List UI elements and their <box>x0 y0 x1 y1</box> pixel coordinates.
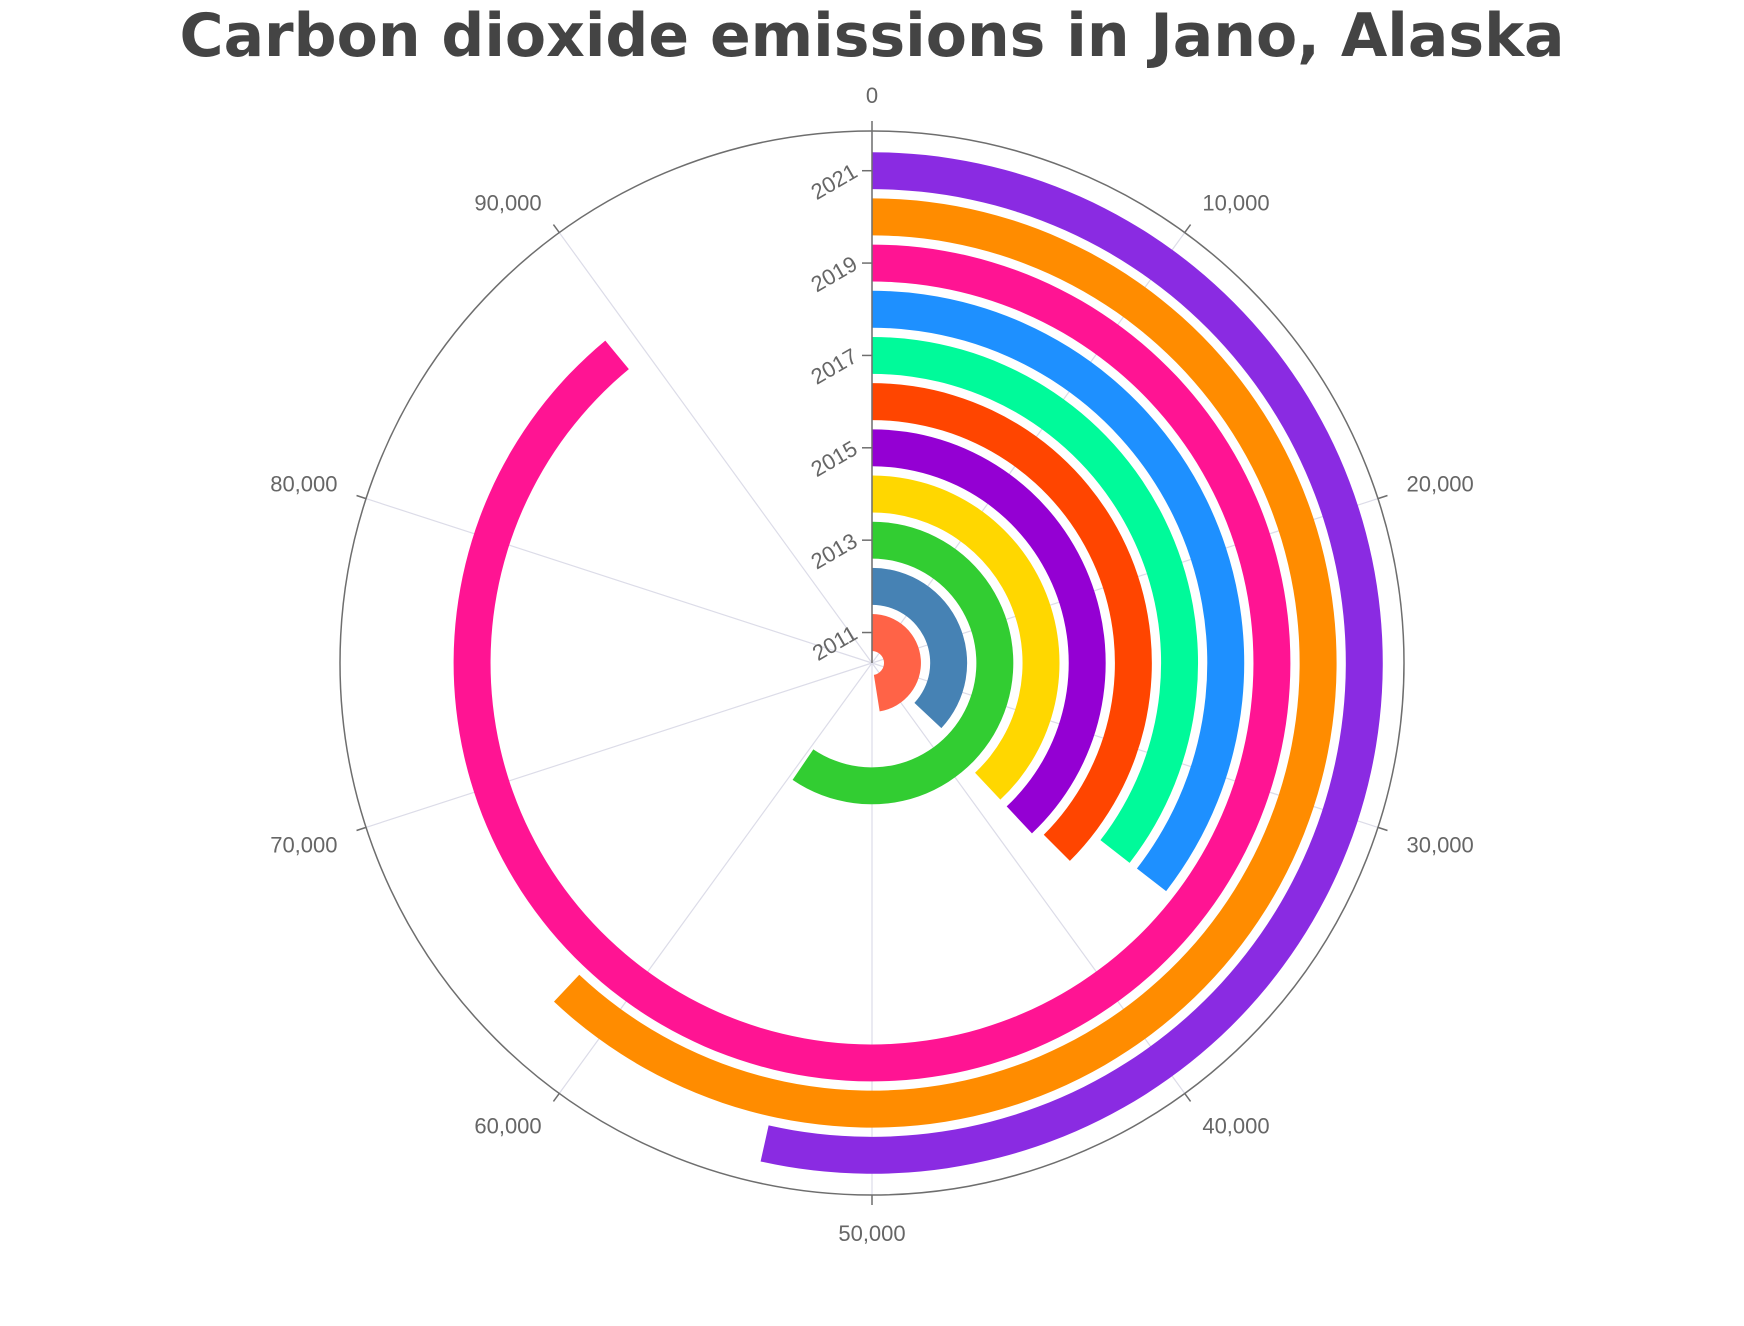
value-tick <box>1377 494 1388 500</box>
category-tick-label: 2015 <box>807 436 862 482</box>
value-tick-label: 0 <box>866 83 878 108</box>
value-tick-label: 20,000 <box>1406 471 1473 496</box>
bar-2020[interactable] <box>553 198 1337 1128</box>
bar-2011[interactable] <box>872 614 921 712</box>
value-tick <box>552 224 560 234</box>
bar-2015[interactable] <box>872 429 1106 834</box>
bar-2014[interactable] <box>872 475 1060 800</box>
value-tick-label: 60,000 <box>474 1114 541 1139</box>
value-tick-label: 50,000 <box>838 1221 905 1246</box>
bar-2018[interactable] <box>872 290 1245 892</box>
grid-spoke <box>365 498 873 664</box>
bar-2012[interactable] <box>872 567 968 729</box>
bars-layer <box>453 152 1383 1174</box>
value-tick-label: 70,000 <box>270 833 337 858</box>
category-tick-label: 2011 <box>808 620 861 665</box>
value-tick <box>356 826 367 832</box>
value-tick <box>1184 224 1192 234</box>
value-tick-label: 80,000 <box>270 471 337 496</box>
grid-spoke <box>558 232 873 664</box>
category-tick-label: 2017 <box>807 343 862 389</box>
category-tick-label: 2021 <box>807 159 862 205</box>
value-tick <box>552 1092 560 1102</box>
chart-title: Carbon dioxide emissions in Jano, Alaska <box>179 1 1565 71</box>
axis-layer: 0 10,000 20,000 30,000 40,000 50,000 60,000 70,… <box>270 83 1474 1246</box>
value-tick <box>356 494 367 500</box>
category-tick-label: 2013 <box>807 528 862 574</box>
grid-spoke <box>365 662 873 828</box>
value-tick <box>1377 826 1388 832</box>
bar-2013[interactable] <box>792 521 1014 805</box>
value-tick-label: 10,000 <box>1202 190 1269 215</box>
bar-2016[interactable] <box>872 383 1152 861</box>
value-tick-label: 90,000 <box>474 190 541 215</box>
value-tick-label: 40,000 <box>1202 1114 1269 1139</box>
value-tick <box>1184 1092 1192 1102</box>
value-tick-label: 30,000 <box>1406 833 1473 858</box>
category-tick-label: 2019 <box>807 251 862 297</box>
bar-2017[interactable] <box>872 336 1199 863</box>
